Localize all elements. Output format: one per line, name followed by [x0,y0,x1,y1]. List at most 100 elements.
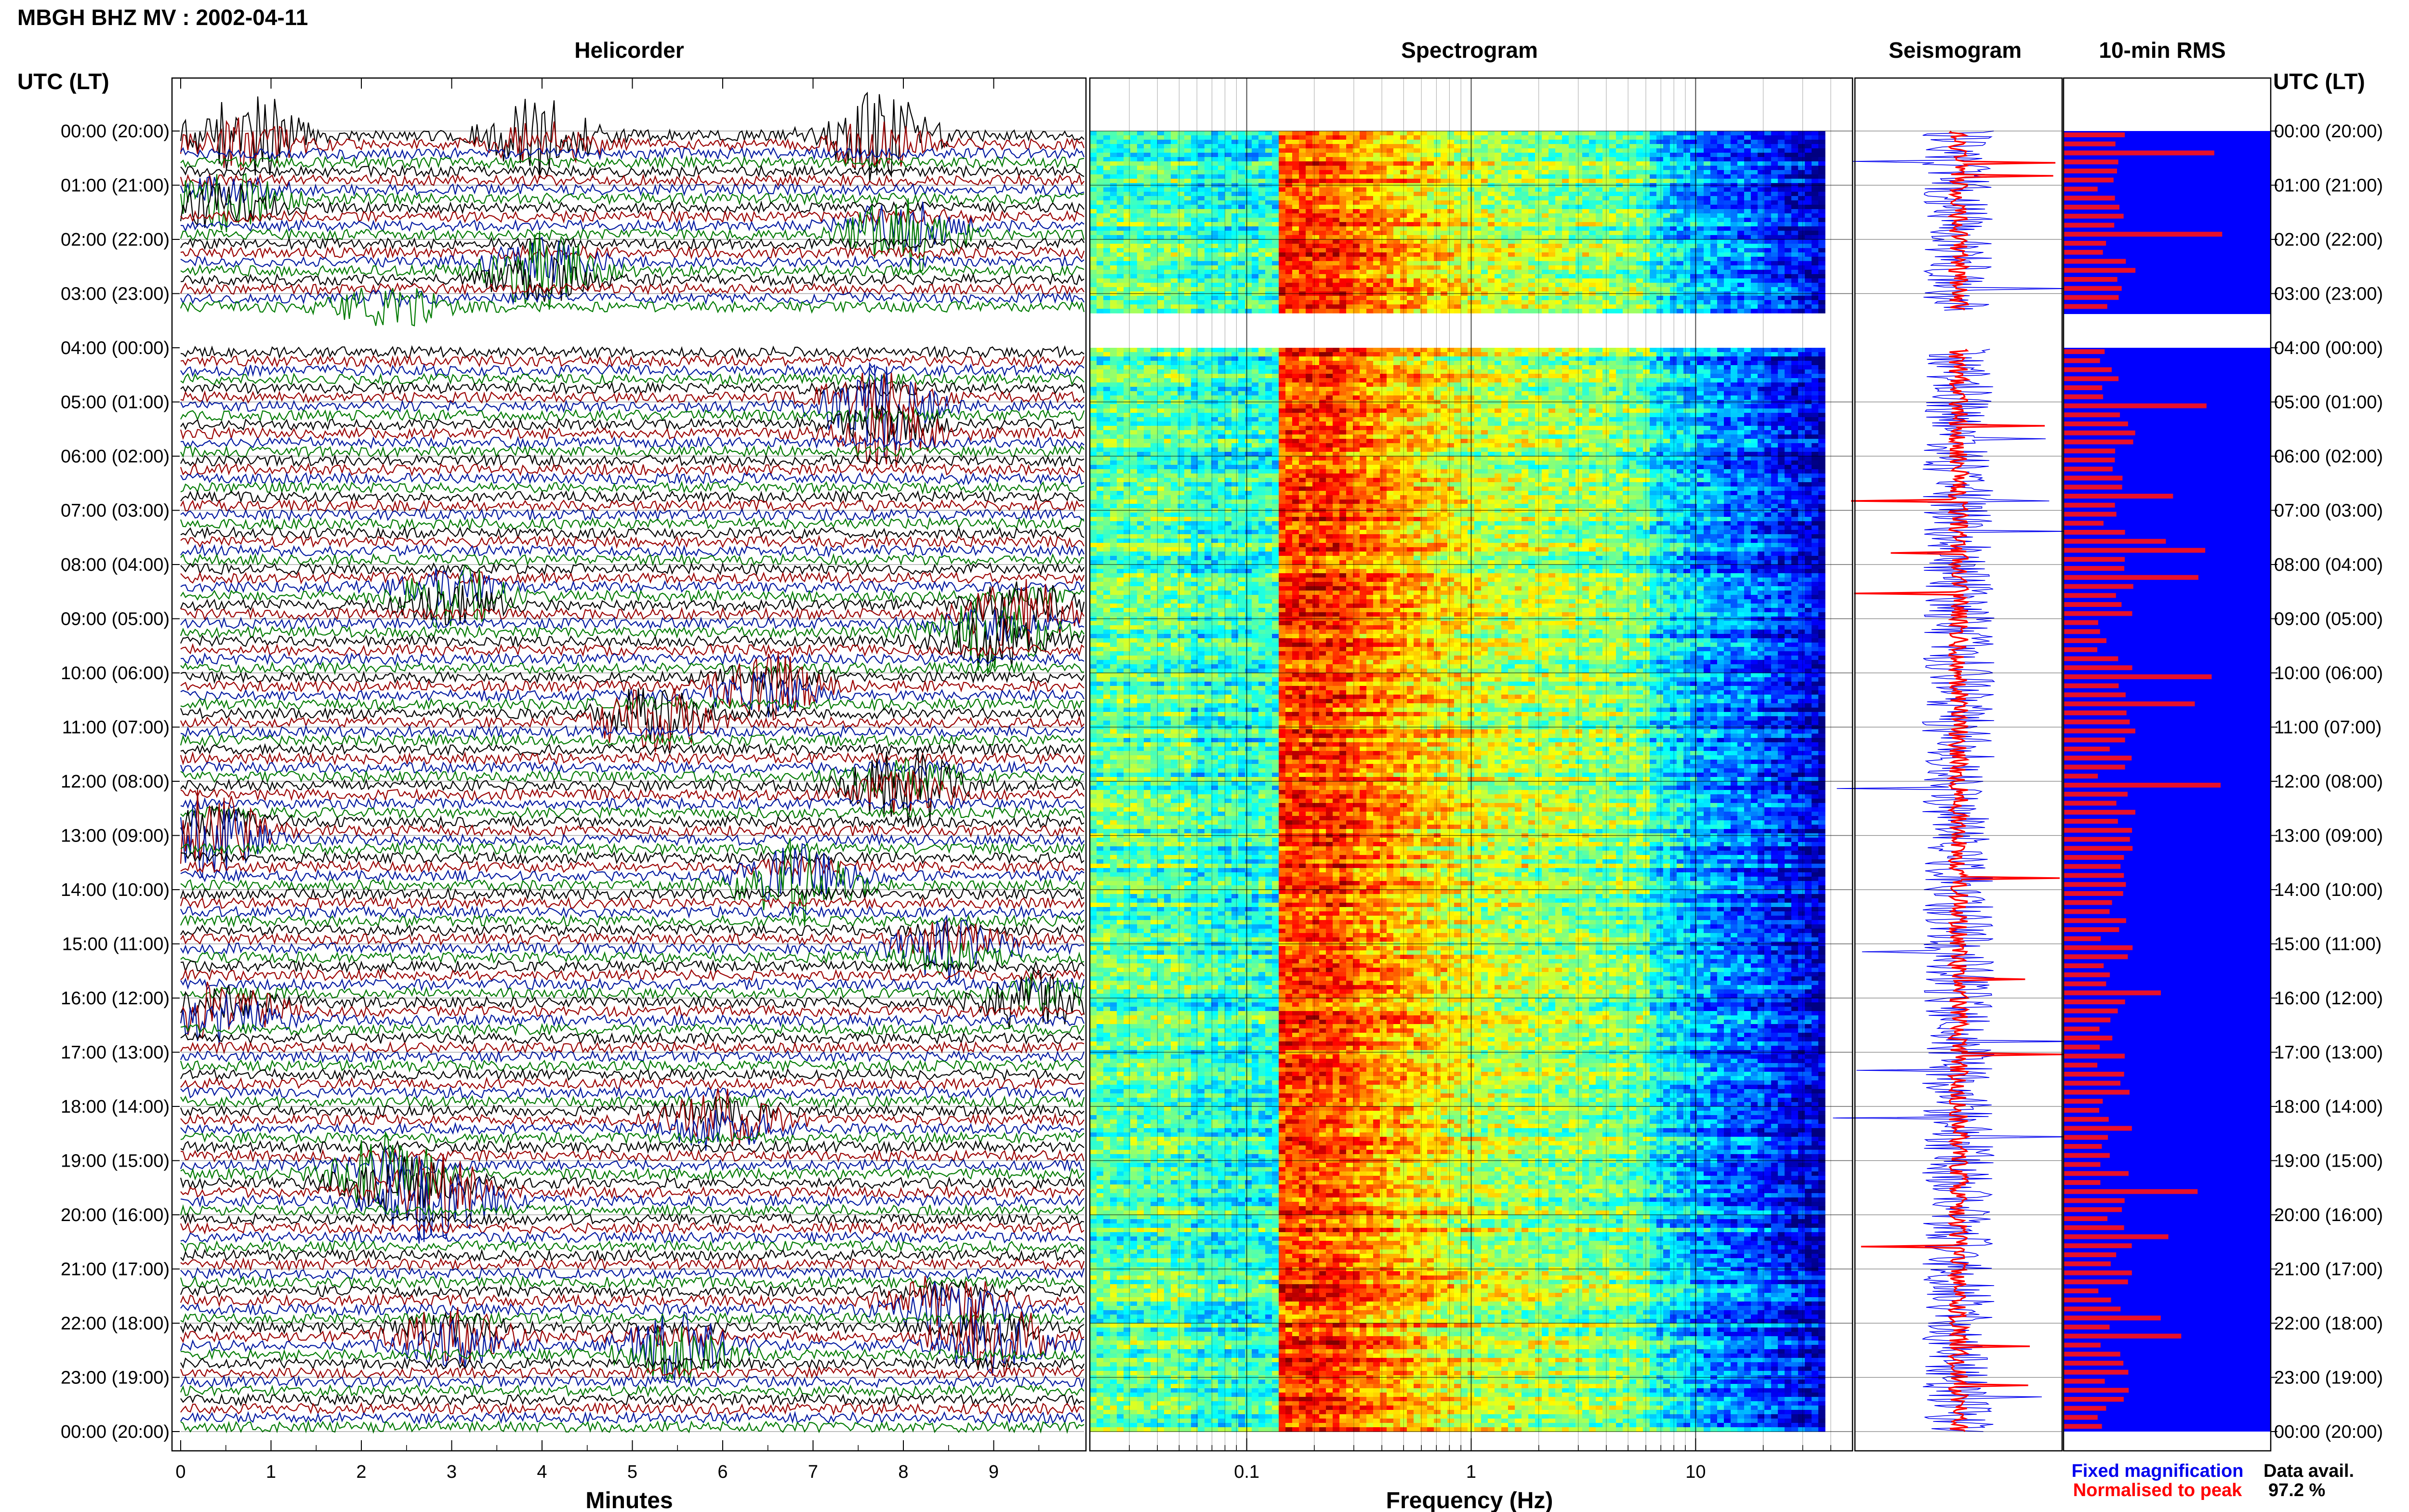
minute-tick-label: 2 [356,1462,366,1482]
helicorder-trace [181,1052,1084,1062]
spectrogram-title: Spectrogram [1401,38,1538,63]
rms-bar [2064,1108,2099,1113]
helicorder-trace [181,771,1084,815]
helicorder-trace [181,1149,1084,1162]
helicorder-trace [181,1132,1084,1143]
rms-bar [2064,900,2112,905]
rms-bar [2064,665,2132,670]
helicorder-trace [181,1214,1084,1224]
rms-bar [2064,1099,2103,1104]
rms-bar [2064,1117,2109,1122]
rms-bar [2064,810,2135,815]
time-label-left: 06:00 (02:00) [61,447,170,467]
rms-bar [2064,737,2125,742]
figure: MBGH BHZ MV : 2002-04-11 Helicorder Spec… [0,0,2409,1512]
time-label-right: 14:00 (10:00) [2274,880,2383,900]
time-label-right: 17:00 (13:00) [2274,1043,2383,1063]
rms-bar [2064,774,2098,778]
rms-bar [2064,1063,2097,1067]
helicorder-trace [181,1377,1084,1387]
rms-bar [2064,1288,2098,1293]
rms-bar [2064,404,2207,408]
helicorder-trace [181,753,1084,764]
rms-bar [2064,647,2097,652]
data-avail-label: Data avail. [2263,1461,2354,1481]
rms-bar [2064,394,2103,399]
helicorder-trace [181,148,1084,159]
rms-bar [2064,1126,2132,1131]
helicorder-trace [181,1312,1084,1381]
rms-bar [2064,891,2123,896]
frequency-tick-label: 1 [1466,1462,1476,1482]
rms-title: 10-min RMS [2099,38,2225,63]
rms-bar [2064,1026,2100,1031]
seismogram-panel [1833,131,2084,1432]
helicorder-trace [181,1042,1084,1053]
helicorder-trace [181,1069,1084,1080]
frequency-tick-label: 10 [1685,1462,1706,1482]
rms-bar [2064,295,2118,300]
rms-bar [2064,431,2135,435]
time-label-right: 07:00 (03:00) [2274,501,2383,521]
rms-bar [2064,1171,2129,1176]
time-label-left: 15:00 (11:00) [62,934,170,955]
time-label-left: 00:00 (20:00) [61,121,170,142]
rms-bar [2064,467,2113,472]
rms-bar [2064,412,2120,417]
helicorder-trace [181,1268,1084,1279]
time-label-left: 17:00 (13:00) [61,1043,170,1063]
minute-tick-label: 1 [266,1462,276,1482]
time-label-left: 23:00 (19:00) [61,1368,170,1388]
rms-bar [2064,990,2161,995]
rms-bar [2064,214,2124,219]
time-label-left: 08:00 (04:00) [61,555,170,575]
time-label-right: 21:00 (17:00) [2274,1260,2383,1280]
helicorder-trace [181,568,1084,606]
rms-bar [2064,1207,2122,1212]
helicorder-x-label: Minutes [585,1488,673,1512]
rms-bar [2064,954,2128,959]
legend-normalised-to-peak: Normalised to peak [2073,1480,2242,1500]
time-label-left: 10:00 (06:00) [61,663,170,684]
rms-bar [2064,476,2122,481]
rms-bar [2064,1334,2181,1339]
time-label-right: 18:00 (14:00) [2274,1097,2383,1117]
helicorder-trace [181,1078,1084,1089]
rms-bar [2064,142,2116,146]
minute-tick-label: 6 [717,1462,728,1482]
rms-bar [2064,349,2105,354]
rms-bar [2064,376,2118,381]
helicorder-trace [181,1025,1084,1035]
rms-bar [2064,494,2173,499]
rms-bar [2064,638,2106,643]
rms-bar [2064,946,2132,950]
minute-tick-label: 8 [898,1462,908,1482]
rms-bar [2064,701,2195,706]
rms-bar [2064,1018,2110,1023]
helicorder-trace [181,1205,1084,1215]
rms-bar [2064,1243,2132,1248]
time-label-left: 07:00 (03:00) [61,501,170,521]
minute-tick-label: 0 [175,1462,185,1482]
time-label-left: 19:00 (15:00) [61,1151,170,1171]
helicorder-trace [181,473,1084,484]
rms-bar [2064,151,2214,156]
rms-bar [2064,1352,2120,1356]
time-label-left: 01:00 (21:00) [61,176,170,196]
rms-bar [2064,855,2124,860]
helicorder-trace [181,645,1084,656]
data-avail-value: 97.2 % [2268,1480,2325,1500]
rms-bar [2064,765,2125,770]
rms-bar [2064,1379,2105,1384]
rms-bar [2064,440,2133,445]
rms-bar [2064,657,2118,661]
rms-bar [2064,1271,2132,1275]
helicorder-trace [181,571,1084,584]
time-label-left: 05:00 (01:00) [61,393,170,413]
rms-bar [2064,927,2119,932]
rms-bar [2064,1307,2120,1312]
rms-bar [2064,512,2117,517]
minute-tick-label: 5 [627,1462,637,1482]
helicorder-trace [181,1232,1084,1243]
rms-bar [2064,458,2115,462]
